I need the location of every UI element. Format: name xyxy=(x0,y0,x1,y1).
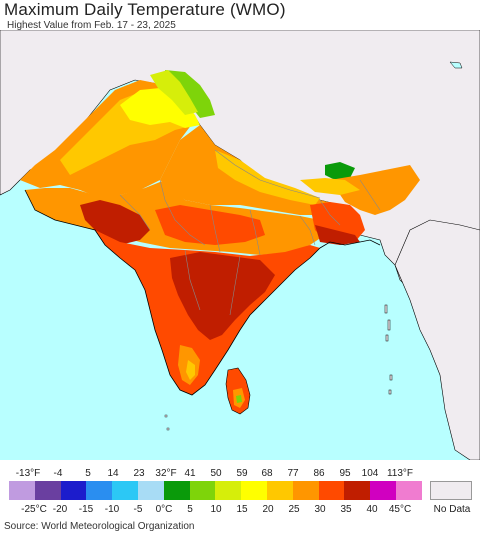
f-label: 77 xyxy=(287,468,299,479)
c-label: -5 xyxy=(133,504,143,515)
region-gujarat-red xyxy=(80,200,150,245)
legend-swatches xyxy=(9,481,422,500)
lake xyxy=(449,61,463,69)
c-label: -25°C xyxy=(21,504,47,515)
legend-swatch xyxy=(34,481,61,500)
f-label: 68 xyxy=(261,468,273,479)
c-label: 35 xyxy=(340,504,352,515)
legend-swatch xyxy=(395,481,422,500)
legend-swatch xyxy=(344,481,371,500)
coastline xyxy=(24,189,381,396)
f-label: 104 xyxy=(361,468,379,479)
f-label: -4 xyxy=(53,468,63,479)
f-label: 95 xyxy=(339,468,351,479)
legend-swatch xyxy=(189,481,216,500)
temperature-map xyxy=(0,30,480,460)
legend-swatch xyxy=(292,481,319,500)
region-north-india xyxy=(160,125,350,215)
region-assam-yellow xyxy=(300,178,360,195)
map-subtitle: Highest Value from Feb. 17 - 23, 2025 xyxy=(7,20,176,31)
no-data-swatch xyxy=(430,481,472,500)
c-label: 0°C xyxy=(155,504,173,515)
fahrenheit-labels: -13°F -4 5 14 23 32°F 41 50 59 68 77 86 … xyxy=(0,468,480,480)
celsius-labels: -25°C -20 -15 -10 -5 0°C 5 10 15 20 25 3… xyxy=(0,504,480,516)
c-label: -15 xyxy=(78,504,94,515)
c-label: -10 xyxy=(104,504,120,515)
region-northeast xyxy=(330,165,420,215)
f-label: 41 xyxy=(184,468,196,479)
legend-swatch xyxy=(318,481,345,500)
f-label: 5 xyxy=(85,468,91,479)
legend-swatch xyxy=(241,481,267,500)
c-label: 30 xyxy=(314,504,326,515)
f-label: -13°F xyxy=(15,468,41,479)
legend-swatch xyxy=(60,481,87,500)
region-bhutan xyxy=(325,162,355,180)
legend-swatch xyxy=(266,481,293,500)
region-kashmir-lime xyxy=(150,70,198,115)
f-label: 86 xyxy=(313,468,325,479)
c-label: 5 xyxy=(187,504,193,515)
c-label: 20 xyxy=(262,504,274,515)
legend-swatch xyxy=(112,481,138,500)
legend-swatch xyxy=(163,481,190,500)
f-label: 23 xyxy=(133,468,145,479)
f-label: 14 xyxy=(107,468,119,479)
legend-swatch xyxy=(370,481,396,500)
legend-swatch xyxy=(86,481,113,500)
legend-swatch xyxy=(137,481,164,500)
legend-swatch xyxy=(9,481,35,500)
borders xyxy=(119,149,381,316)
no-data-land-east xyxy=(394,219,480,460)
region-madhya-red xyxy=(155,205,265,245)
legend-swatch xyxy=(215,481,242,500)
region-sri-lanka-green xyxy=(236,395,242,403)
c-label: 15 xyxy=(236,504,248,515)
f-label: 50 xyxy=(210,468,222,479)
f-label: 32°F xyxy=(155,468,177,479)
color-legend: -13°F -4 5 14 23 32°F 41 50 59 68 77 86 … xyxy=(0,462,480,522)
map-title: Maximum Daily Temperature (WMO) xyxy=(4,0,286,19)
maldives xyxy=(164,414,170,431)
c-label: 40 xyxy=(366,504,378,515)
c-label: 45°C xyxy=(388,504,412,515)
c-label: 10 xyxy=(210,504,222,515)
c-label: 25 xyxy=(288,504,300,515)
f-label: 113°F xyxy=(386,468,414,479)
no-data-label: No Data xyxy=(433,504,471,515)
c-label: -20 xyxy=(52,504,68,515)
region-kerala-yellow xyxy=(186,360,195,380)
region-bangladesh-dark xyxy=(315,225,360,245)
f-label: 59 xyxy=(236,468,248,479)
andaman-islands xyxy=(384,304,393,395)
region-deccan-dark xyxy=(170,252,275,340)
source-credit: Source: World Meteorological Organizatio… xyxy=(4,521,195,532)
